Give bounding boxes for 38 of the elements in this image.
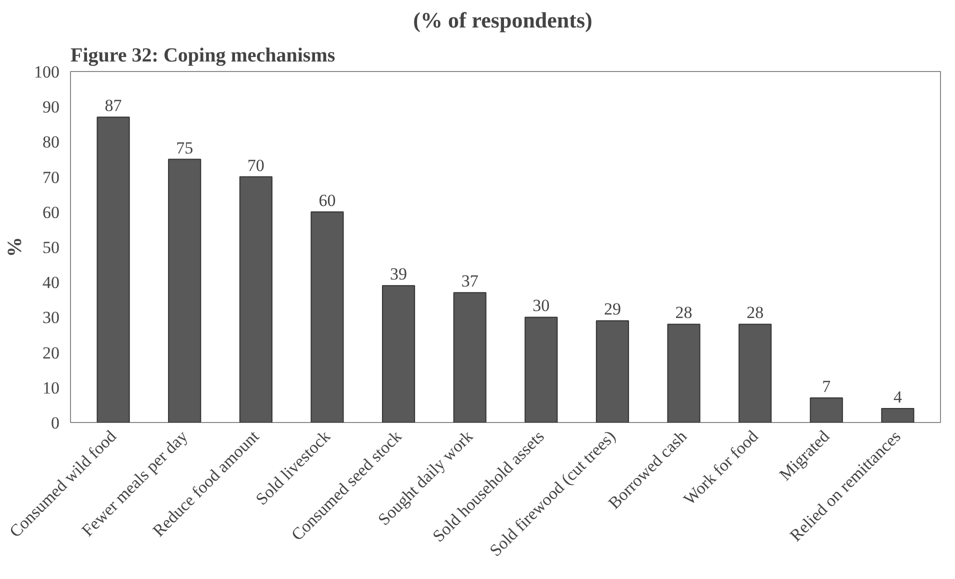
bar: [382, 285, 416, 422]
data-label: 37: [461, 272, 479, 291]
data-label: 87: [104, 96, 122, 116]
data-label: 75: [176, 138, 194, 158]
y-tick-label: 80: [42, 132, 60, 152]
y-tick-label: 20: [42, 343, 60, 362]
data-label: 60: [318, 190, 336, 210]
data-label: 4: [893, 387, 902, 406]
bar: [881, 408, 914, 422]
y-tick-label: 50: [42, 238, 60, 257]
bar: [168, 158, 202, 422]
bar: [453, 292, 486, 422]
data-label: 28: [675, 303, 692, 322]
data-label: 30: [532, 296, 550, 316]
y-tick-label: 70: [42, 168, 60, 187]
bar: [310, 211, 344, 422]
y-tick-label: 40: [42, 273, 60, 292]
y-tick-label: 0: [51, 414, 60, 432]
data-label: 7: [822, 376, 832, 396]
bar: [810, 397, 843, 422]
data-label: 28: [746, 303, 764, 322]
bar: [96, 116, 130, 422]
bar: [239, 176, 272, 422]
y-tick-label: 30: [42, 308, 60, 328]
bar: [738, 324, 772, 422]
bar: [667, 324, 700, 422]
y-tick-label: 60: [42, 202, 60, 222]
bar: [524, 316, 558, 422]
y-tick-label: 90: [42, 98, 60, 117]
data-label: 29: [604, 300, 621, 319]
bar: [596, 320, 630, 422]
y-tick-label: 100: [34, 62, 60, 82]
y-axis-title: %: [4, 237, 26, 257]
y-tick-label: 10: [42, 378, 60, 398]
data-label: 39: [390, 264, 408, 284]
chart-title: Figure 32: Coping mechanisms: [70, 44, 336, 66]
data-label: 70: [247, 156, 264, 175]
chart-subtitle: (% of respondents): [413, 8, 592, 32]
